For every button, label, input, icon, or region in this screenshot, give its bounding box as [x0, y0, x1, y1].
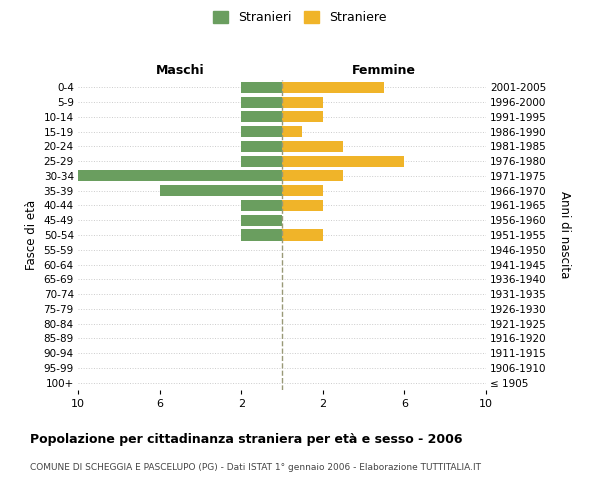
- Bar: [241, 141, 282, 152]
- Bar: [241, 214, 282, 226]
- Bar: [282, 156, 404, 166]
- Bar: [282, 141, 343, 152]
- Bar: [241, 230, 282, 240]
- Bar: [241, 112, 282, 122]
- Text: Femmine: Femmine: [352, 64, 416, 78]
- Bar: [282, 230, 323, 240]
- Bar: [241, 126, 282, 137]
- Bar: [241, 82, 282, 93]
- Text: Maschi: Maschi: [155, 64, 205, 78]
- Y-axis label: Anni di nascita: Anni di nascita: [558, 192, 571, 278]
- Bar: [282, 82, 384, 93]
- Text: Popolazione per cittadinanza straniera per età e sesso - 2006: Popolazione per cittadinanza straniera p…: [30, 432, 463, 446]
- Legend: Stranieri, Straniere: Stranieri, Straniere: [208, 6, 392, 29]
- Bar: [160, 185, 282, 196]
- Bar: [241, 200, 282, 211]
- Bar: [282, 185, 323, 196]
- Bar: [241, 96, 282, 108]
- Bar: [282, 126, 302, 137]
- Bar: [282, 96, 323, 108]
- Text: COMUNE DI SCHEGGIA E PASCELUPO (PG) - Dati ISTAT 1° gennaio 2006 - Elaborazione : COMUNE DI SCHEGGIA E PASCELUPO (PG) - Da…: [30, 462, 481, 471]
- Y-axis label: Fasce di età: Fasce di età: [25, 200, 38, 270]
- Bar: [78, 170, 282, 181]
- Bar: [282, 170, 343, 181]
- Bar: [282, 112, 323, 122]
- Bar: [241, 156, 282, 166]
- Bar: [282, 200, 323, 211]
